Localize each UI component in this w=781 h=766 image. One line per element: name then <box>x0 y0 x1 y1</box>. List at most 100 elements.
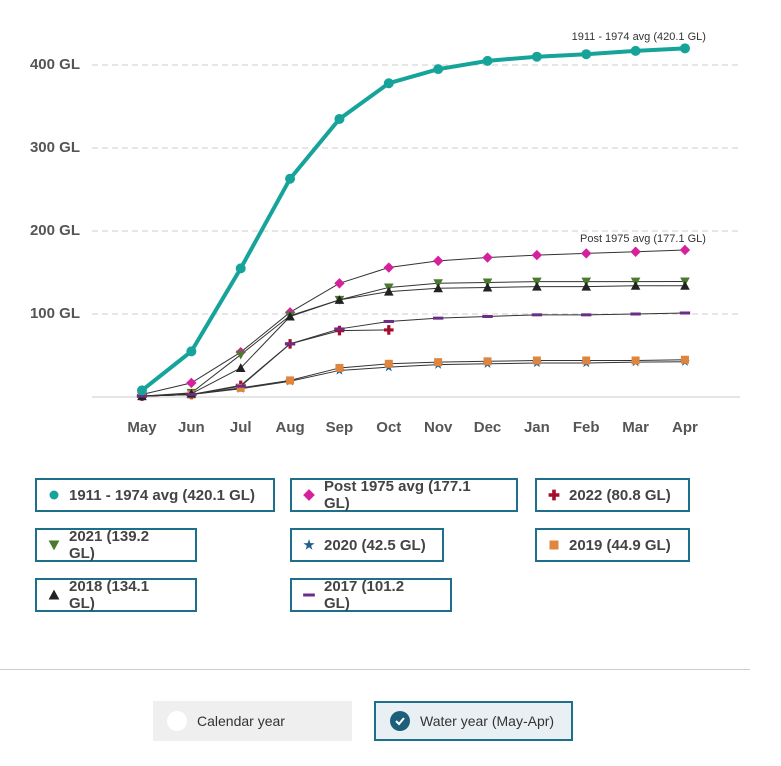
legend-label: 2017 (101.2 GL) <box>324 578 405 612</box>
data-point <box>384 286 394 296</box>
data-point <box>432 316 444 320</box>
annotation: 1911 - 1974 avg (420.1 GL) <box>572 31 706 43</box>
toggle-label: Calendar year <box>197 713 285 729</box>
annotation: Post 1975 avg (177.1 GL) <box>580 233 706 245</box>
data-point <box>581 281 592 291</box>
x-tick-label: Sep <box>326 419 354 436</box>
legend-item[interactable]: 2021 (139.2 GL) <box>35 528 197 562</box>
data-point <box>137 385 147 396</box>
data-point <box>235 263 246 274</box>
x-tick-label: May <box>127 419 157 436</box>
data-point <box>334 327 345 331</box>
data-point <box>630 280 641 290</box>
x-tick-label: Dec <box>474 419 502 436</box>
marker <box>303 593 315 597</box>
data-point <box>581 248 592 259</box>
legend-label: 2021 (139.2 GL) <box>69 528 150 562</box>
legend-icon <box>303 539 315 550</box>
data-point <box>532 281 542 291</box>
data-point <box>186 377 197 389</box>
toggle-label: Water year (May-Apr) <box>420 713 555 729</box>
data-point <box>334 295 345 304</box>
data-point <box>680 355 689 364</box>
legend-icon <box>303 489 315 501</box>
y-tick-label: 100 GL <box>30 305 80 322</box>
data-point <box>284 342 296 346</box>
legend-icon <box>548 489 560 501</box>
separator <box>0 669 750 670</box>
data-point <box>531 249 543 261</box>
y-tick-label: 400 GL <box>30 56 80 73</box>
toggle-option[interactable]: Water year (May-Apr) <box>374 701 573 741</box>
legend-item[interactable]: 1911 - 1974 avg (420.1 GL) <box>35 478 275 512</box>
data-point <box>186 346 197 357</box>
data-point <box>383 262 394 273</box>
series-line <box>141 280 685 397</box>
data-point <box>186 393 197 397</box>
legend-item[interactable]: 2020 (42.5 GL) <box>290 528 444 562</box>
data-point <box>483 357 492 366</box>
data-point <box>335 363 344 372</box>
series-line <box>140 46 686 392</box>
check <box>395 717 405 726</box>
x-tick-label: Nov <box>424 419 453 436</box>
data-point <box>531 313 543 317</box>
legend-item[interactable]: 2018 (134.1 GL) <box>35 578 197 612</box>
data-point <box>334 278 345 289</box>
data-point <box>679 311 691 315</box>
legend-item[interactable]: 2022 (80.8 GL) <box>535 478 690 512</box>
marker <box>549 540 559 550</box>
x-tick-label: Mar <box>622 419 649 436</box>
data-point <box>433 64 444 75</box>
legend-label: 2019 (44.9 GL) <box>569 536 671 554</box>
data-point <box>433 283 443 293</box>
data-point <box>630 246 641 257</box>
legend-icon <box>48 540 60 551</box>
data-point <box>334 325 345 336</box>
legend-item[interactable]: 2019 (44.9 GL) <box>535 528 690 562</box>
x-tick-label: Jan <box>524 419 550 436</box>
legend-label: 1911 - 1974 avg (420.1 GL) <box>69 486 255 504</box>
marker <box>548 489 560 501</box>
marker <box>303 539 315 550</box>
data-point <box>630 45 641 56</box>
legend-icon <box>48 589 60 600</box>
chart: 100 GL 200 GL 300 GL 400 GL May Jun Jul Aug Sep O… <box>30 31 740 436</box>
legend-icon <box>49 490 59 500</box>
series-line <box>141 359 685 397</box>
marker <box>303 489 315 501</box>
data-point <box>679 43 690 54</box>
legend-label: 2018 (134.1 GL) <box>69 578 150 612</box>
marker <box>48 589 60 600</box>
data-point <box>432 255 444 267</box>
data-point <box>235 384 246 388</box>
data-point <box>384 325 394 335</box>
toggle-option[interactable]: Calendar year <box>153 701 352 741</box>
radio <box>167 711 187 731</box>
legend-label: Post 1975 avg (177.1 GL) <box>323 478 471 512</box>
data-point <box>531 51 542 62</box>
x-tick-label: Jun <box>178 419 205 436</box>
data-point <box>383 319 394 323</box>
series-line <box>141 285 685 397</box>
data-point <box>235 363 246 372</box>
legend-item[interactable]: Post 1975 avg (177.1 GL) <box>290 478 518 512</box>
series-line <box>141 249 685 395</box>
marker <box>48 540 60 551</box>
data-point <box>532 356 541 365</box>
series-line <box>141 312 685 397</box>
data-point <box>482 314 493 318</box>
data-point <box>286 376 295 385</box>
data-point <box>482 55 493 66</box>
data-point <box>236 383 245 392</box>
data-point <box>285 173 296 184</box>
x-tick-label: Apr <box>672 419 698 436</box>
legend-item[interactable]: 2017 (101.2 GL) <box>290 578 452 612</box>
data-point <box>680 280 690 290</box>
data-point <box>384 359 393 368</box>
data-point <box>582 356 591 365</box>
data-point <box>482 282 493 292</box>
data-point <box>136 394 148 398</box>
data-point <box>434 358 443 367</box>
